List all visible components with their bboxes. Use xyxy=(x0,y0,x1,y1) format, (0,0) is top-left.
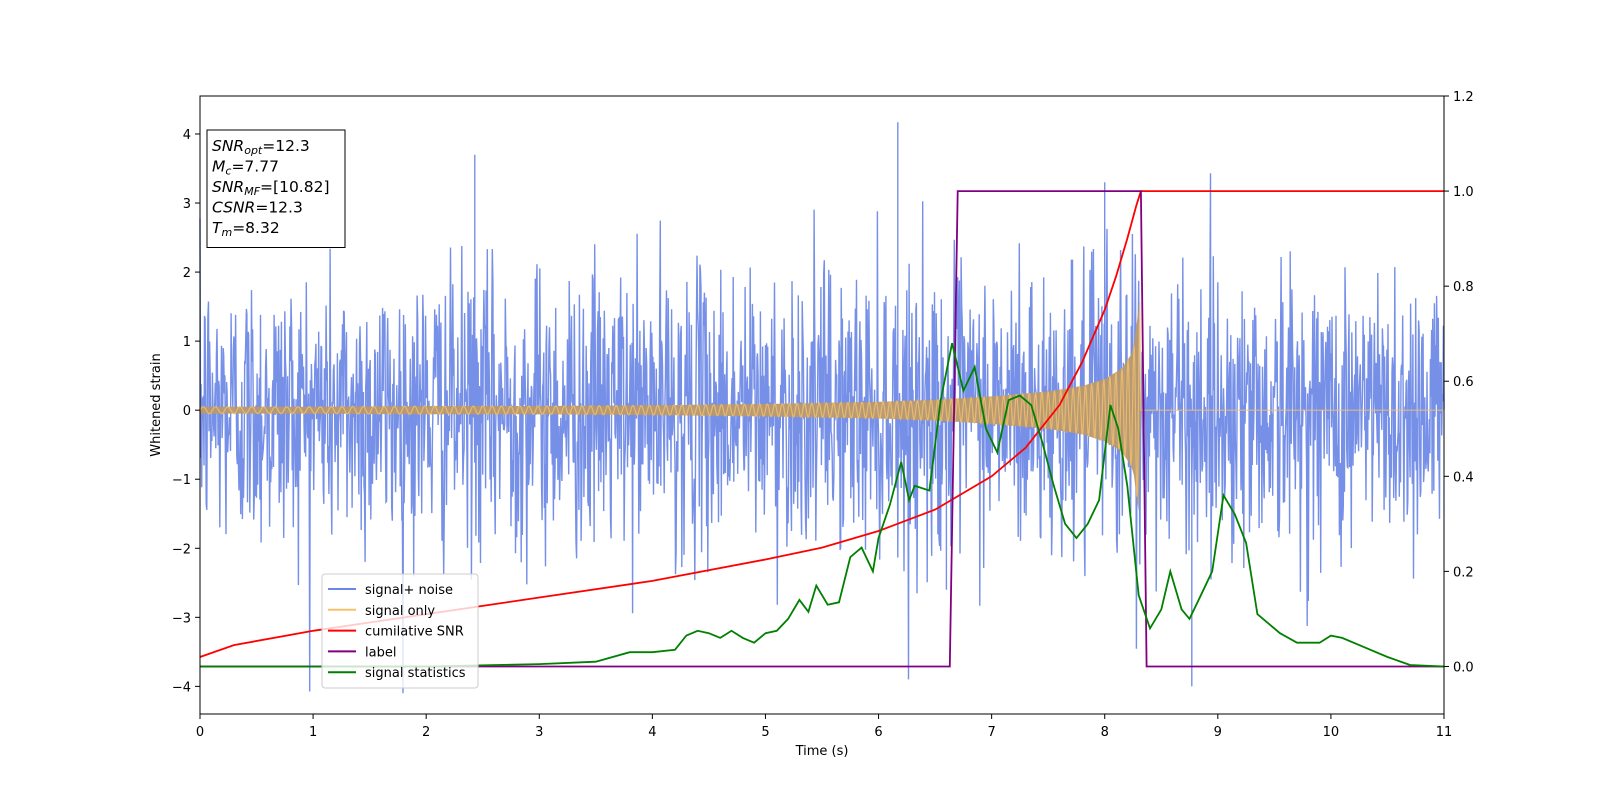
x-tick-label: 5 xyxy=(761,725,769,740)
y-right-tick-label: 0.6 xyxy=(1453,375,1474,390)
y-tick-label: 4 xyxy=(183,128,191,143)
y-tick-label: 3 xyxy=(183,197,191,212)
legend: signal+ noise signal only cumilative SNR la… xyxy=(321,573,479,689)
x-tick-label: 0 xyxy=(196,725,204,740)
y-right-tick-label: 0.4 xyxy=(1453,470,1474,485)
x-tick-label: 6 xyxy=(874,725,882,740)
series-signal-noise xyxy=(199,122,1445,694)
x-axis-label: Time (s) xyxy=(795,744,849,759)
series-signal-only-envelope xyxy=(200,309,1141,512)
annotation-line: Mc=7.77 xyxy=(212,158,279,178)
series-signal-statistics xyxy=(200,342,1445,668)
series-label xyxy=(200,190,1444,668)
annotation-box: SNRopt=12.3Mc=7.77SNRMF=[10.82]CSNR=12.3… xyxy=(206,129,346,248)
legend-frame xyxy=(321,573,479,689)
x-tick-label: 4 xyxy=(648,725,656,740)
annotation-frame xyxy=(206,129,346,248)
legend-label: signal statistics xyxy=(365,666,466,681)
x-tick-label: 10 xyxy=(1323,725,1340,740)
y-tick-label: −2 xyxy=(172,542,191,557)
x-axis: 0 1 2 3 4 5 6 7 8 9 10 11 xyxy=(196,714,1452,740)
x-tick-label: 3 xyxy=(535,725,543,740)
x-tick-label: 1 xyxy=(309,725,317,740)
x-tick-label: 2 xyxy=(422,725,430,740)
y-tick-label: −3 xyxy=(172,611,191,626)
x-tick-label: 11 xyxy=(1436,725,1453,740)
y-right-tick-label: 1.0 xyxy=(1453,185,1474,200)
y-right-tick-label: 1.2 xyxy=(1453,90,1474,105)
plot-area xyxy=(199,122,1445,694)
annotation-line: SNRopt=12.3 xyxy=(212,137,310,157)
annotation-line: CSNR=12.3 xyxy=(212,199,303,217)
legend-label: label xyxy=(365,645,396,660)
y-axis-left: −4 −3 −2 −1 0 1 2 3 4 xyxy=(172,128,200,695)
legend-label: cumilative SNR xyxy=(365,625,464,640)
annotation-line: Tm=8.32 xyxy=(212,219,280,239)
x-tick-label: 9 xyxy=(1214,725,1222,740)
y-tick-label: −1 xyxy=(172,473,191,488)
y-tick-label: 1 xyxy=(183,335,191,350)
legend-label: signal+ noise xyxy=(365,583,453,598)
y-axis-right: 0.0 0.2 0.4 0.6 0.8 1.0 1.2 xyxy=(1444,90,1474,675)
y-right-tick-label: 0.2 xyxy=(1453,565,1474,580)
y-axis-label: Whitened strain xyxy=(149,353,164,456)
y-right-tick-label: 0.8 xyxy=(1453,280,1474,295)
series-signal-only xyxy=(199,302,1444,497)
plot-frame xyxy=(199,95,1445,715)
y-tick-label: 2 xyxy=(183,266,191,281)
y-tick-label: −4 xyxy=(172,680,191,695)
x-tick-label: 8 xyxy=(1101,725,1109,740)
legend-label: signal only xyxy=(365,604,435,619)
y-tick-label: 0 xyxy=(183,404,191,419)
x-tick-label: 7 xyxy=(987,725,995,740)
annotation-line: SNRMF=[10.82] xyxy=(212,178,330,198)
y-right-tick-label: 0.0 xyxy=(1453,660,1474,675)
